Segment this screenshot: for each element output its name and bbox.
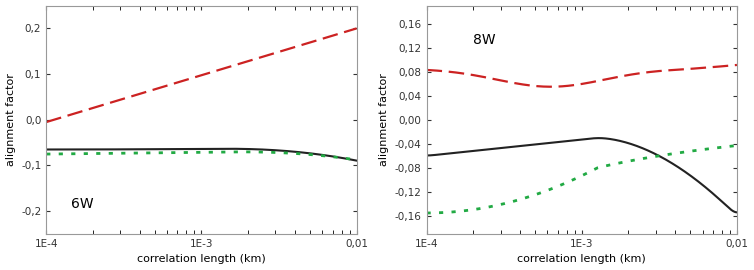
Y-axis label: alignment factor: alignment factor bbox=[379, 73, 389, 166]
Y-axis label: alignment factor: alignment factor bbox=[5, 73, 16, 166]
X-axis label: correlation length (km): correlation length (km) bbox=[137, 254, 266, 264]
X-axis label: correlation length (km): correlation length (km) bbox=[517, 254, 646, 264]
Text: 6W: 6W bbox=[71, 197, 93, 211]
Text: 8W: 8W bbox=[473, 33, 495, 47]
